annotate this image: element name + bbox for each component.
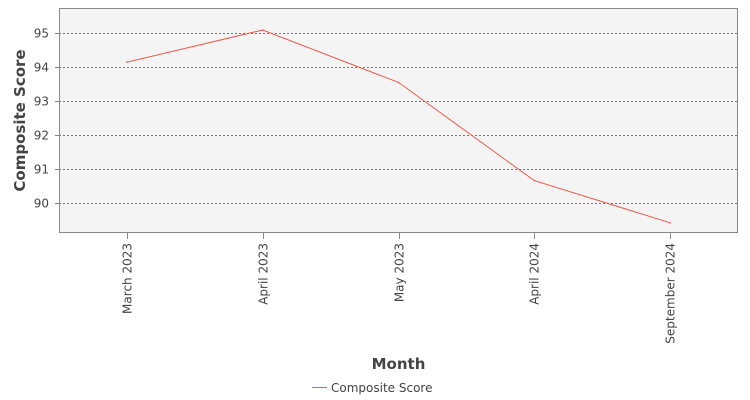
y-tick-label-92: 92	[34, 129, 49, 143]
series-layer	[126, 29, 671, 224]
x-tick-label-march-2023: March 2023	[121, 243, 135, 314]
x-tick-label-september-2024: September 2024	[664, 243, 678, 344]
data-point-march-2023	[126, 61, 128, 63]
axes: 90 91 92 93 94 95 March 2023 April 2023 May 2023…	[34, 27, 678, 344]
x-tick-label-may-2023: May 2023	[393, 243, 407, 302]
y-tick-label-93: 93	[34, 95, 49, 109]
y-axis-title: Composite Score	[11, 49, 29, 191]
grid-lines	[59, 33, 738, 204]
x-axis-title: Month	[372, 355, 426, 373]
x-tick-label-april-2024: April 2024	[528, 243, 542, 305]
y-tick-label-90: 90	[34, 197, 49, 211]
data-point-may-2023	[397, 81, 400, 84]
legend-label-composite-score: Composite Score	[331, 381, 432, 395]
data-point-april-2023	[261, 29, 264, 31]
data-point-april-2024	[533, 179, 536, 182]
legend: Composite Score	[312, 381, 432, 395]
plot-border	[59, 8, 738, 233]
y-tick-label-91: 91	[34, 163, 49, 177]
y-tick-label-95: 95	[34, 27, 49, 41]
data-point-september-2024	[669, 222, 671, 224]
y-tick-label-94: 94	[34, 61, 49, 75]
plot-area	[59, 8, 738, 233]
x-tick-label-april-2023: April 2023	[257, 243, 271, 305]
